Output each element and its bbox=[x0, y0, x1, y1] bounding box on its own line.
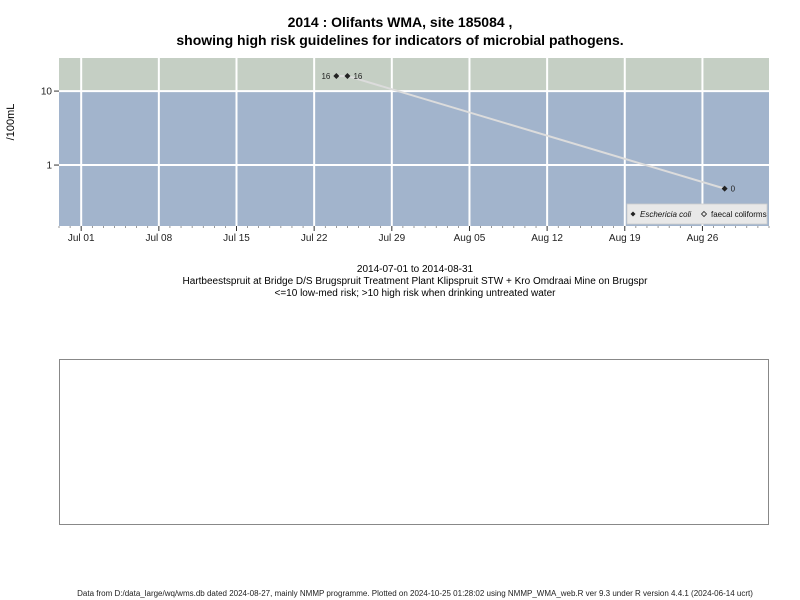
x-tick-label: Aug 19 bbox=[609, 233, 641, 244]
chart-title-line-2: showing high risk guidelines for indicat… bbox=[176, 32, 624, 48]
x-tick-label: Jul 22 bbox=[301, 233, 328, 244]
risk-note-text: <=10 low-med risk; >10 high risk when dr… bbox=[274, 288, 556, 299]
grid-lines bbox=[59, 58, 769, 226]
legend-marker-filled-diamond bbox=[630, 211, 636, 217]
y-tick-label: 1 bbox=[46, 161, 52, 172]
high-risk-band bbox=[59, 58, 769, 92]
plot-background bbox=[59, 58, 769, 226]
chart-title-line-1: 2014 : Olifants WMA, site 185084 , bbox=[287, 14, 513, 30]
x-tick-label: Jul 15 bbox=[223, 233, 250, 244]
y-axis-label: /100mL bbox=[5, 104, 17, 141]
x-tick-label: Aug 12 bbox=[531, 233, 563, 244]
y-tick-label: 10 bbox=[41, 87, 53, 98]
legend-box bbox=[626, 203, 768, 225]
series-layer: 16 16 0 bbox=[321, 72, 735, 194]
data-point-label: 16 bbox=[321, 72, 330, 81]
x-tick-label: Jul 01 bbox=[68, 233, 95, 244]
data-point-marker bbox=[344, 72, 351, 79]
legend-marker-open-diamond bbox=[700, 210, 708, 218]
x-tick-label: Jul 29 bbox=[378, 233, 405, 244]
risk-chart: Jul 01 Jul 08 Jul 15 Jul 22 Jul 29 Aug 05 Aug … bbox=[5, 58, 770, 244]
legend-label: faecal coliforms bbox=[711, 210, 767, 219]
footer-note: Data from D:/data_large/wq/wms.db dated … bbox=[77, 589, 753, 598]
date-range-text: 2014-07-01 to 2014-08-31 bbox=[356, 264, 474, 275]
data-point-marker bbox=[721, 185, 728, 192]
x-tick-label: Aug 26 bbox=[687, 233, 719, 244]
legend: Eschericia coli faecal coliforms bbox=[626, 203, 768, 225]
low-risk-band bbox=[59, 91, 769, 226]
site-description-text: Hartbeestspruit at Bridge D/S Brugspruit… bbox=[182, 276, 648, 287]
x-tick-label: Jul 08 bbox=[146, 233, 173, 244]
x-tick-label: Aug 05 bbox=[454, 233, 486, 244]
data-point-label: 0 bbox=[731, 185, 736, 194]
data-point-label: 16 bbox=[353, 72, 362, 81]
empty-plot-panel bbox=[59, 359, 769, 525]
axes: Jul 01 Jul 08 Jul 15 Jul 22 Jul 29 Aug 05 Aug … bbox=[5, 87, 770, 244]
legend-label: Eschericia coli bbox=[640, 210, 691, 219]
data-point-marker bbox=[333, 72, 340, 79]
